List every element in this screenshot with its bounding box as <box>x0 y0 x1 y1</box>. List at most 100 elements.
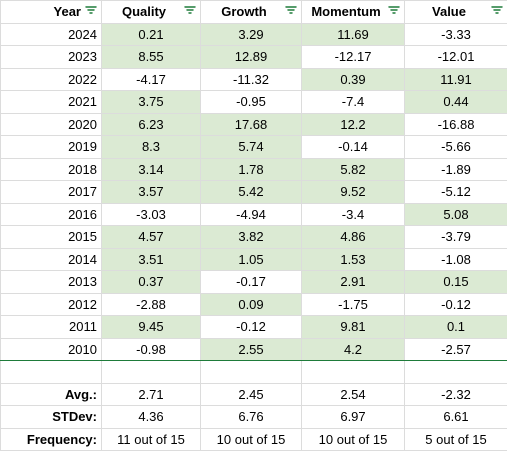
value-cell-growth[interactable]: 3.82 <box>201 226 302 249</box>
value-cell-value[interactable]: -3.33 <box>405 23 507 46</box>
summary-value-value[interactable]: 5 out of 15 <box>405 428 507 451</box>
value-cell-momentum[interactable]: -3.4 <box>302 203 405 226</box>
value-cell-value[interactable]: -1.08 <box>405 248 507 271</box>
value-cell-momentum[interactable]: 12.2 <box>302 113 405 136</box>
value-cell-momentum[interactable]: -7.4 <box>302 91 405 114</box>
summary-value-growth[interactable]: 2.45 <box>201 383 302 406</box>
summary-value-value[interactable]: -2.32 <box>405 383 507 406</box>
value-cell-quality[interactable]: -4.17 <box>102 68 201 91</box>
empty-cell[interactable] <box>1 361 102 384</box>
value-cell-value[interactable]: -2.57 <box>405 338 507 361</box>
column-header-value[interactable]: Value <box>405 1 507 24</box>
empty-cell[interactable] <box>405 361 507 384</box>
summary-value-quality[interactable]: 2.71 <box>102 383 201 406</box>
value-cell-growth[interactable]: -0.17 <box>201 271 302 294</box>
value-cell-momentum[interactable]: 1.53 <box>302 248 405 271</box>
value-cell-growth[interactable]: 2.55 <box>201 338 302 361</box>
value-cell-growth[interactable]: -0.95 <box>201 91 302 114</box>
value-cell-momentum[interactable]: 2.91 <box>302 271 405 294</box>
value-cell-quality[interactable]: 0.37 <box>102 271 201 294</box>
value-cell-value[interactable]: 11.91 <box>405 68 507 91</box>
summary-value-growth[interactable]: 6.76 <box>201 406 302 429</box>
value-cell-value[interactable]: -16.88 <box>405 113 507 136</box>
value-cell-value[interactable]: 0.44 <box>405 91 507 114</box>
empty-cell[interactable] <box>201 361 302 384</box>
year-cell[interactable]: 2021 <box>1 91 102 114</box>
year-cell[interactable]: 2015 <box>1 226 102 249</box>
value-cell-momentum[interactable]: 9.52 <box>302 181 405 204</box>
value-cell-value[interactable]: -12.01 <box>405 46 507 69</box>
year-cell[interactable]: 2012 <box>1 293 102 316</box>
column-header-growth[interactable]: Growth <box>201 1 302 24</box>
value-cell-growth[interactable]: 0.09 <box>201 293 302 316</box>
column-header-year[interactable]: Year <box>1 1 102 24</box>
column-header-quality[interactable]: Quality <box>102 1 201 24</box>
value-cell-quality[interactable]: 9.45 <box>102 316 201 339</box>
value-cell-growth[interactable]: -0.12 <box>201 316 302 339</box>
value-cell-momentum[interactable]: 5.82 <box>302 158 405 181</box>
value-cell-quality[interactable]: 4.57 <box>102 226 201 249</box>
value-cell-quality[interactable]: 0.21 <box>102 23 201 46</box>
value-cell-growth[interactable]: 1.78 <box>201 158 302 181</box>
value-cell-growth[interactable]: -11.32 <box>201 68 302 91</box>
value-cell-momentum[interactable]: -1.75 <box>302 293 405 316</box>
value-cell-value[interactable]: -5.66 <box>405 136 507 159</box>
value-cell-momentum[interactable]: 11.69 <box>302 23 405 46</box>
value-cell-growth[interactable]: 1.05 <box>201 248 302 271</box>
value-cell-growth[interactable]: 17.68 <box>201 113 302 136</box>
value-cell-value[interactable]: -5.12 <box>405 181 507 204</box>
value-cell-value[interactable]: -1.89 <box>405 158 507 181</box>
value-cell-growth[interactable]: 3.29 <box>201 23 302 46</box>
summary-label[interactable]: Avg.: <box>1 383 102 406</box>
value-cell-momentum[interactable]: 0.39 <box>302 68 405 91</box>
empty-cell[interactable] <box>102 361 201 384</box>
value-cell-quality[interactable]: 8.3 <box>102 136 201 159</box>
year-cell[interactable]: 2023 <box>1 46 102 69</box>
value-cell-value[interactable]: 0.15 <box>405 271 507 294</box>
value-cell-value[interactable]: 5.08 <box>405 203 507 226</box>
value-cell-value[interactable]: -3.79 <box>405 226 507 249</box>
summary-label[interactable]: Frequency: <box>1 428 102 451</box>
value-cell-quality[interactable]: -0.98 <box>102 338 201 361</box>
year-cell[interactable]: 2016 <box>1 203 102 226</box>
year-cell[interactable]: 2017 <box>1 181 102 204</box>
year-cell[interactable]: 2024 <box>1 23 102 46</box>
value-cell-quality[interactable]: 3.14 <box>102 158 201 181</box>
summary-value-momentum[interactable]: 2.54 <box>302 383 405 406</box>
value-cell-quality[interactable]: -3.03 <box>102 203 201 226</box>
value-cell-value[interactable]: 0.1 <box>405 316 507 339</box>
value-cell-momentum[interactable]: 4.86 <box>302 226 405 249</box>
filter-icon[interactable] <box>491 4 503 16</box>
year-cell[interactable]: 2022 <box>1 68 102 91</box>
value-cell-quality[interactable]: -2.88 <box>102 293 201 316</box>
value-cell-value[interactable]: -0.12 <box>405 293 507 316</box>
filter-icon[interactable] <box>85 4 97 16</box>
filter-icon[interactable] <box>388 4 400 16</box>
value-cell-quality[interactable]: 8.55 <box>102 46 201 69</box>
summary-value-growth[interactable]: 10 out of 15 <box>201 428 302 451</box>
value-cell-momentum[interactable]: 9.81 <box>302 316 405 339</box>
value-cell-quality[interactable]: 3.51 <box>102 248 201 271</box>
value-cell-growth[interactable]: -4.94 <box>201 203 302 226</box>
empty-cell[interactable] <box>302 361 405 384</box>
summary-value-value[interactable]: 6.61 <box>405 406 507 429</box>
year-cell[interactable]: 2018 <box>1 158 102 181</box>
year-cell[interactable]: 2020 <box>1 113 102 136</box>
summary-value-quality[interactable]: 4.36 <box>102 406 201 429</box>
summary-value-quality[interactable]: 11 out of 15 <box>102 428 201 451</box>
year-cell[interactable]: 2010 <box>1 338 102 361</box>
filter-icon[interactable] <box>184 4 196 16</box>
value-cell-growth[interactable]: 12.89 <box>201 46 302 69</box>
value-cell-momentum[interactable]: -0.14 <box>302 136 405 159</box>
summary-value-momentum[interactable]: 10 out of 15 <box>302 428 405 451</box>
value-cell-momentum[interactable]: 4.2 <box>302 338 405 361</box>
year-cell[interactable]: 2013 <box>1 271 102 294</box>
summary-value-momentum[interactable]: 6.97 <box>302 406 405 429</box>
value-cell-quality[interactable]: 3.57 <box>102 181 201 204</box>
summary-label[interactable]: STDev: <box>1 406 102 429</box>
value-cell-growth[interactable]: 5.42 <box>201 181 302 204</box>
column-header-momentum[interactable]: Momentum <box>302 1 405 24</box>
filter-icon[interactable] <box>285 4 297 16</box>
year-cell[interactable]: 2019 <box>1 136 102 159</box>
year-cell[interactable]: 2011 <box>1 316 102 339</box>
